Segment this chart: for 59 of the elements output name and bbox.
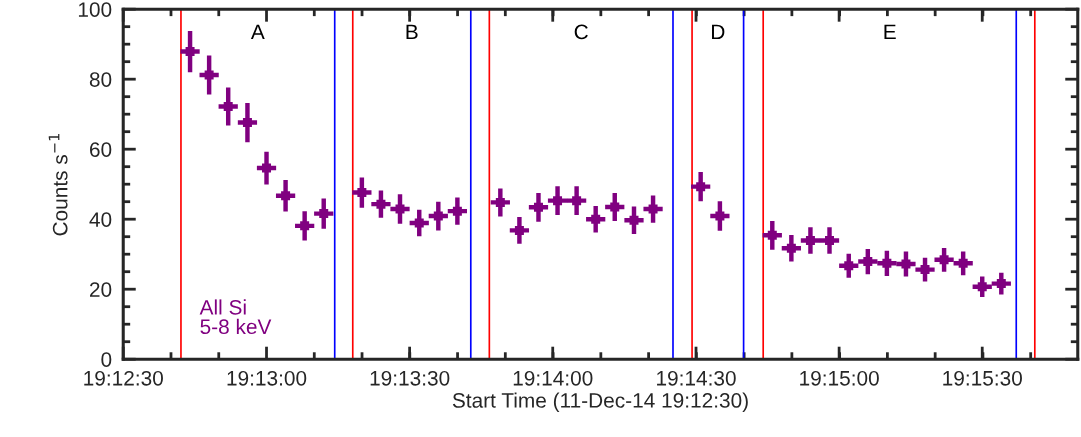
point (452, 206, 462, 216)
point (395, 204, 405, 214)
y-tick-label: 0 (101, 352, 112, 367)
point (767, 230, 777, 240)
point (591, 214, 601, 224)
x-tick-label: 19:15:00 (800, 370, 879, 386)
y-tick-label: 80 (89, 72, 112, 87)
x-tick-label: 19:13:30 (370, 370, 450, 386)
point (281, 191, 291, 201)
point (223, 101, 233, 111)
point (610, 202, 620, 212)
point (629, 215, 639, 225)
point (300, 221, 310, 231)
y-tick-label: 100 (78, 2, 112, 17)
point (901, 259, 911, 269)
point (882, 258, 892, 268)
point (977, 282, 987, 292)
point (433, 211, 443, 221)
x-tick-label: 19:15:30 (943, 370, 1022, 386)
point (715, 211, 725, 221)
annotation: E (884, 24, 896, 40)
y-tick-label: 40 (89, 212, 112, 227)
point (414, 218, 424, 228)
point (319, 209, 329, 219)
y-tick-label: 60 (90, 142, 112, 157)
x-tick-label: 19:12:30 (84, 370, 163, 386)
annotation: D (712, 24, 725, 40)
point (825, 236, 835, 246)
x-tick-label: 19:14:30 (657, 370, 736, 386)
x-tick-label: 19:14:00 (513, 370, 593, 386)
point (786, 243, 796, 253)
point (863, 257, 873, 267)
point (376, 199, 386, 209)
annotation: C (574, 24, 588, 40)
x-tick-label: 19:13:00 (227, 370, 307, 386)
point (805, 236, 815, 246)
point (696, 182, 706, 192)
text: All Si 5-8 keV (199, 299, 272, 335)
y-axis-title: Counts s$^{−1}$ (48, 133, 68, 236)
point (242, 118, 252, 128)
annotation: B (406, 24, 418, 40)
point (648, 204, 658, 214)
point (553, 196, 563, 206)
point (572, 196, 582, 206)
point (262, 163, 272, 173)
point (996, 279, 1006, 289)
annotation: A (250, 24, 265, 40)
x-axis-title: Start Time (11-Dec-14 19:12:30) (452, 392, 748, 412)
point (958, 258, 968, 268)
point (204, 70, 214, 80)
point (533, 202, 543, 212)
point (920, 265, 930, 275)
point (495, 197, 505, 207)
point (939, 255, 949, 265)
point (185, 47, 195, 57)
point (357, 188, 367, 198)
point (844, 261, 854, 271)
point (514, 225, 524, 235)
y-tick-label: 20 (90, 282, 112, 297)
